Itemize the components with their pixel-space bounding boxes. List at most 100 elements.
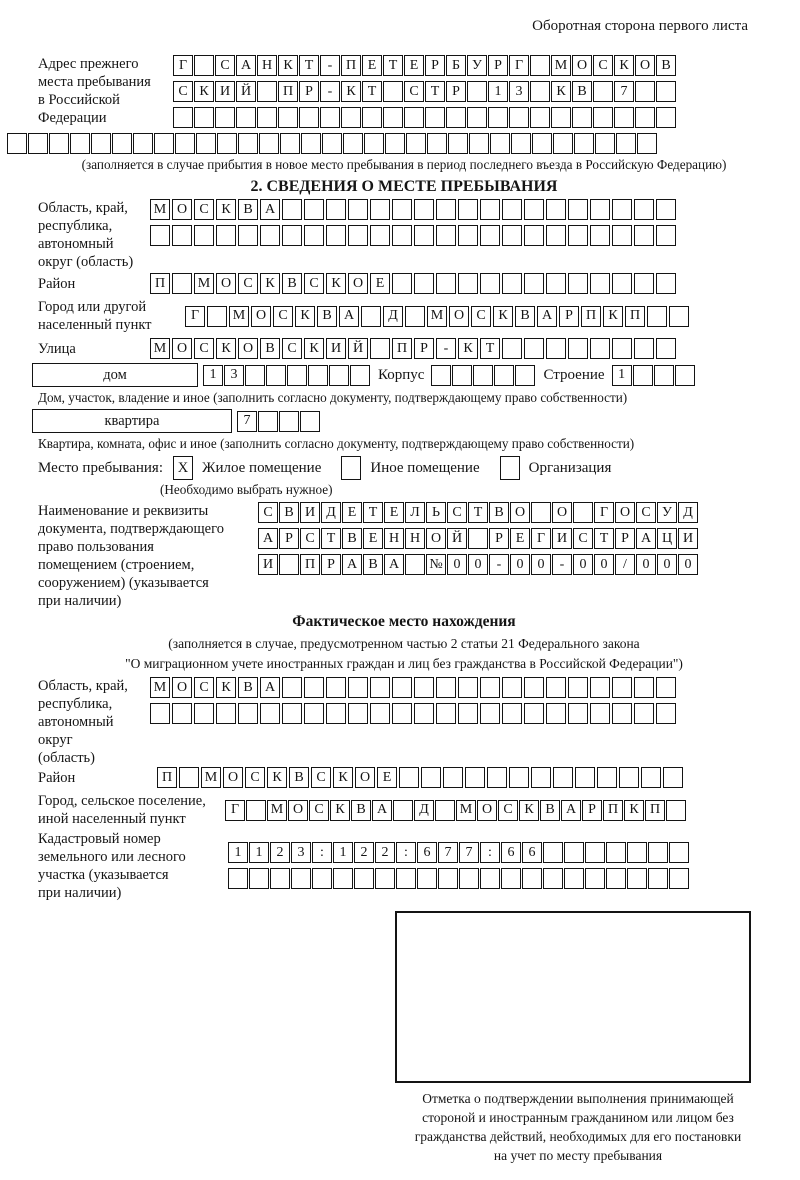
char-box[interactable]: 2 (270, 842, 290, 863)
char-box[interactable]: / (615, 554, 635, 575)
char-box[interactable]: О (615, 502, 635, 523)
char-box[interactable] (568, 703, 588, 724)
char-box[interactable] (511, 133, 531, 154)
char-box[interactable] (564, 842, 584, 863)
char-box[interactable] (91, 133, 111, 154)
char-box[interactable]: П (581, 305, 601, 327)
char-box[interactable] (619, 767, 639, 788)
char-box[interactable]: В (656, 55, 676, 76)
char-box[interactable]: В (351, 799, 371, 821)
char-box[interactable] (150, 225, 170, 246)
char-box[interactable]: У (467, 55, 487, 76)
char-box[interactable]: Д (414, 799, 434, 821)
char-box[interactable] (173, 107, 193, 128)
char-box[interactable]: 7 (438, 842, 458, 863)
char-box[interactable] (291, 868, 311, 889)
char-box[interactable]: О (251, 305, 271, 327)
char-box[interactable] (154, 133, 174, 154)
char-box[interactable]: П (157, 767, 177, 788)
char-box[interactable] (467, 107, 487, 128)
char-box[interactable] (438, 868, 458, 889)
char-box[interactable] (530, 81, 550, 102)
char-box[interactable]: С (498, 799, 518, 821)
char-box[interactable] (375, 868, 395, 889)
char-box[interactable]: Т (594, 528, 614, 549)
char-box[interactable]: С (309, 799, 329, 821)
char-box[interactable]: К (614, 55, 634, 76)
char-box[interactable]: - (320, 55, 340, 76)
char-box[interactable]: К (519, 799, 539, 821)
char-box[interactable]: Е (384, 502, 404, 523)
char-box[interactable]: О (510, 502, 530, 523)
char-box[interactable] (543, 868, 563, 889)
char-box[interactable]: Т (362, 81, 382, 102)
char-box[interactable] (546, 225, 566, 246)
char-box[interactable] (216, 225, 236, 246)
char-box[interactable] (647, 305, 667, 327)
char-box[interactable] (312, 868, 332, 889)
char-box[interactable]: Р (414, 338, 434, 359)
char-box[interactable]: С (471, 305, 491, 327)
char-box[interactable] (632, 364, 653, 386)
char-box[interactable] (612, 199, 632, 220)
char-box[interactable] (326, 677, 346, 698)
char-box[interactable]: 3 (224, 364, 244, 386)
char-box[interactable] (326, 199, 346, 220)
char-box[interactable] (480, 677, 500, 698)
char-box[interactable] (616, 133, 636, 154)
char-box[interactable] (260, 703, 280, 724)
char-box[interactable]: В (342, 528, 362, 549)
char-box[interactable] (257, 107, 277, 128)
char-box[interactable]: О (238, 338, 258, 359)
char-box[interactable] (564, 868, 584, 889)
char-box[interactable] (320, 107, 340, 128)
char-box[interactable]: Е (370, 273, 390, 294)
char-box[interactable] (568, 199, 588, 220)
char-box[interactable] (370, 677, 390, 698)
char-box[interactable] (637, 133, 657, 154)
char-box[interactable] (238, 703, 258, 724)
char-box[interactable]: К (458, 338, 478, 359)
char-box[interactable]: 0 (657, 554, 677, 575)
char-box[interactable] (246, 799, 266, 821)
char-box[interactable] (530, 107, 550, 128)
char-box[interactable] (635, 81, 655, 102)
char-box[interactable] (414, 225, 434, 246)
char-box[interactable] (575, 767, 595, 788)
char-box[interactable] (383, 81, 403, 102)
char-box[interactable] (524, 703, 544, 724)
char-box[interactable] (473, 364, 494, 386)
char-box[interactable] (590, 225, 610, 246)
char-box[interactable] (465, 767, 485, 788)
char-box[interactable]: 0 (636, 554, 656, 575)
char-box[interactable]: - (489, 554, 509, 575)
char-box[interactable]: М (229, 305, 249, 327)
char-box[interactable] (270, 868, 290, 889)
char-box[interactable] (568, 338, 588, 359)
char-box[interactable] (436, 273, 456, 294)
char-box[interactable]: С (404, 81, 424, 102)
char-box[interactable] (656, 703, 676, 724)
char-box[interactable] (494, 364, 515, 386)
char-box[interactable] (414, 703, 434, 724)
char-box[interactable] (431, 364, 452, 386)
char-box[interactable]: : (312, 842, 332, 863)
char-box[interactable] (574, 133, 594, 154)
char-box[interactable]: - (436, 338, 456, 359)
char-box[interactable] (392, 677, 412, 698)
char-box[interactable]: Р (446, 81, 466, 102)
char-box[interactable]: О (288, 799, 308, 821)
char-box[interactable]: О (172, 199, 192, 220)
char-box[interactable]: В (515, 305, 535, 327)
char-box[interactable]: Д (383, 305, 403, 327)
char-box[interactable]: Е (362, 55, 382, 76)
char-box[interactable]: А (372, 799, 392, 821)
char-box[interactable]: 0 (573, 554, 593, 575)
char-box[interactable]: К (603, 305, 623, 327)
char-box[interactable]: 0 (531, 554, 551, 575)
char-box[interactable]: М (150, 677, 170, 698)
char-box[interactable] (458, 273, 478, 294)
char-box[interactable]: 6 (522, 842, 542, 863)
char-box[interactable] (590, 273, 610, 294)
char-box[interactable]: М (194, 273, 214, 294)
